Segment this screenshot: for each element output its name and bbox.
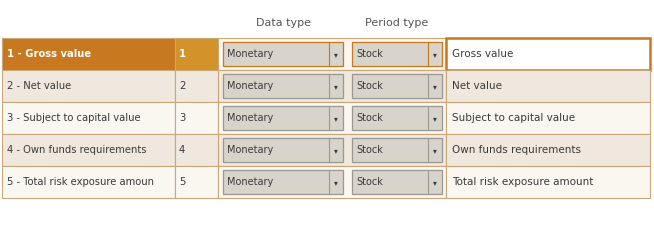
Bar <box>223 106 343 130</box>
Bar <box>223 170 343 194</box>
Text: Period type: Period type <box>366 18 428 28</box>
Bar <box>446 102 650 134</box>
Bar <box>2 70 175 102</box>
Text: 5 - Total risk exposure amoun: 5 - Total risk exposure amoun <box>7 177 154 187</box>
Bar <box>2 134 175 166</box>
Text: Stock: Stock <box>356 113 383 123</box>
Text: ▾: ▾ <box>433 50 437 59</box>
Text: ▾: ▾ <box>433 114 437 123</box>
Text: Stock: Stock <box>356 145 383 155</box>
Bar <box>223 138 343 162</box>
Text: Own funds requirements: Own funds requirements <box>452 145 581 155</box>
Bar <box>352 74 442 98</box>
Bar <box>223 74 343 98</box>
Bar <box>352 138 442 162</box>
Text: 1 - Gross value: 1 - Gross value <box>7 49 91 59</box>
Text: ▾: ▾ <box>433 178 437 187</box>
Bar <box>446 134 650 166</box>
Text: 4 - Own funds requirements: 4 - Own funds requirements <box>7 145 146 155</box>
Text: ▾: ▾ <box>334 146 338 155</box>
Text: ▾: ▾ <box>334 50 338 59</box>
Text: Monetary: Monetary <box>227 49 273 59</box>
Text: ▾: ▾ <box>334 114 338 123</box>
Text: ▾: ▾ <box>334 178 338 187</box>
Text: 4: 4 <box>179 145 185 155</box>
Text: Monetary: Monetary <box>227 113 273 123</box>
Text: Total risk exposure amount: Total risk exposure amount <box>452 177 593 187</box>
Bar <box>218 102 446 134</box>
Bar <box>352 42 442 66</box>
Bar <box>2 102 175 134</box>
Bar <box>352 106 442 130</box>
Text: 2: 2 <box>179 81 185 91</box>
Bar <box>223 42 343 66</box>
Bar <box>446 70 650 102</box>
Bar <box>175 134 218 166</box>
Text: Net value: Net value <box>452 81 502 91</box>
Bar <box>175 70 218 102</box>
Bar <box>446 38 650 70</box>
Bar <box>175 166 218 198</box>
Text: Gross value: Gross value <box>452 49 513 59</box>
Text: Subject to capital value: Subject to capital value <box>452 113 575 123</box>
Bar <box>218 134 446 166</box>
Bar <box>2 166 175 198</box>
Text: Data type: Data type <box>256 18 311 28</box>
Text: Stock: Stock <box>356 81 383 91</box>
Bar <box>446 166 650 198</box>
Text: ▾: ▾ <box>433 146 437 155</box>
Bar <box>218 70 446 102</box>
Bar <box>352 170 442 194</box>
Text: ▾: ▾ <box>334 82 338 91</box>
Bar <box>175 38 218 70</box>
Bar <box>218 166 446 198</box>
Text: ▾: ▾ <box>433 82 437 91</box>
Text: Monetary: Monetary <box>227 81 273 91</box>
Text: 1: 1 <box>179 49 186 59</box>
Text: Stock: Stock <box>356 49 383 59</box>
Text: Monetary: Monetary <box>227 177 273 187</box>
Bar <box>2 38 175 70</box>
Bar <box>175 102 218 134</box>
Text: 3 - Subject to capital value: 3 - Subject to capital value <box>7 113 141 123</box>
Text: 3: 3 <box>179 113 185 123</box>
Text: 5: 5 <box>179 177 185 187</box>
Bar <box>218 38 446 70</box>
Text: Stock: Stock <box>356 177 383 187</box>
Text: 2 - Net value: 2 - Net value <box>7 81 71 91</box>
Text: Monetary: Monetary <box>227 145 273 155</box>
